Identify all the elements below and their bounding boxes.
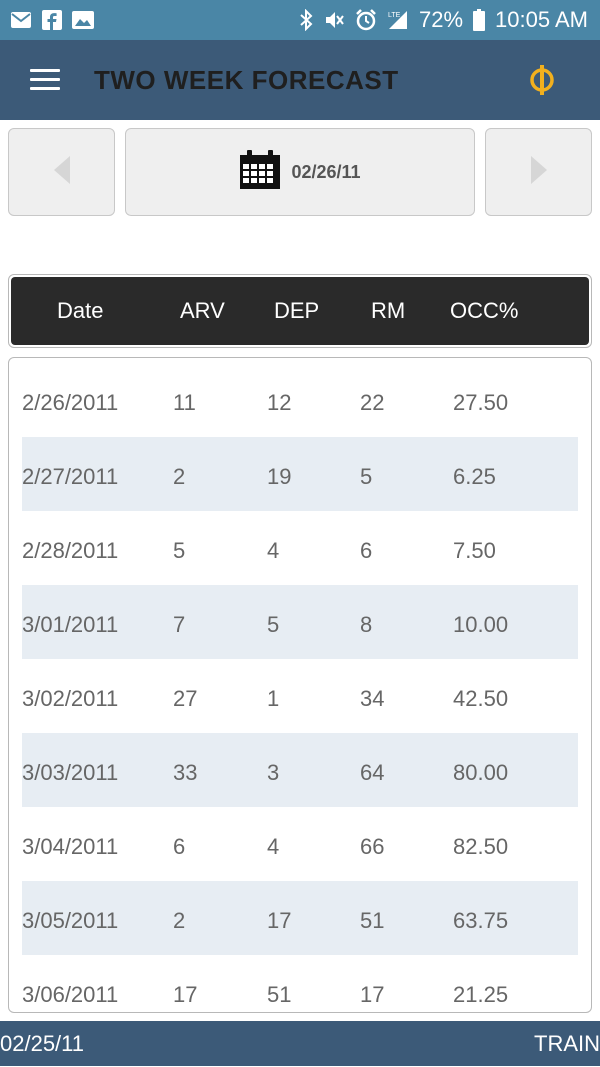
next-date-button[interactable] — [485, 128, 592, 216]
cell-rm: 51 — [360, 908, 385, 933]
column-header-date: Date — [57, 298, 104, 323]
cell-rm: 34 — [360, 686, 385, 711]
mail-icon — [10, 11, 32, 29]
cell-rm: 8 — [360, 612, 373, 637]
svg-text:LTE: LTE — [388, 12, 401, 19]
cell-arv: 11 — [173, 390, 196, 415]
footer-bar: 02/25/11 TRAIN — [0, 1021, 600, 1066]
cell-occ: 80.00 — [453, 760, 509, 785]
table-row[interactable]: 3/05/2011 2 17 51 63.75 — [22, 881, 578, 955]
cell-arv: 33 — [173, 760, 198, 785]
column-header-dep: DEP — [274, 298, 320, 323]
business-date: 02/25/11 — [0, 1031, 85, 1056]
cell-arv: 7 — [173, 612, 186, 637]
bluetooth-icon — [299, 9, 313, 31]
calendar-icon — [239, 149, 281, 195]
cell-dep: 3 — [267, 760, 280, 785]
cell-arv: 6 — [173, 834, 186, 859]
cell-rm: 6 — [360, 538, 373, 563]
cell-date: 2/27/2011 — [22, 464, 119, 489]
cell-occ: 63.75 — [453, 908, 509, 933]
table-row[interactable]: 3/04/2011 6 4 66 82.50 — [22, 807, 578, 881]
cell-arv: 2 — [173, 908, 186, 933]
status-bar: LTE 72% 10:05 AM — [0, 0, 600, 40]
cell-rm: 22 — [360, 390, 385, 415]
cell-dep: 19 — [267, 464, 292, 489]
lte-signal-icon: LTE — [387, 9, 409, 31]
battery-icon — [473, 9, 486, 31]
image-icon — [72, 11, 94, 29]
cell-date: 2/26/2011 — [22, 390, 119, 415]
table-row[interactable]: 2/26/2011 11 12 22 27.50 — [22, 363, 578, 437]
mute-icon — [323, 9, 345, 31]
date-picker-button[interactable]: 02/26/11 — [125, 128, 475, 216]
column-header-occ: OCC% — [450, 298, 519, 323]
table-row[interactable]: 2/28/2011 5 4 6 7.50 — [22, 511, 578, 585]
battery-percent: 72% — [419, 7, 464, 32]
cell-date: 3/06/2011 — [22, 982, 119, 1007]
table-row[interactable]: 2/27/2011 2 19 5 6.25 — [22, 437, 578, 511]
alarm-icon — [355, 9, 377, 31]
cell-rm: 5 — [360, 464, 373, 489]
table-row[interactable]: 3/02/2011 27 1 34 42.50 — [22, 659, 578, 733]
table-row[interactable]: 3/03/2011 33 3 64 80.00 — [22, 733, 578, 807]
app-bar: TWO WEEK FORECAST — [0, 40, 600, 120]
cell-dep: 1 — [267, 686, 280, 711]
cell-occ: 7.50 — [453, 538, 496, 563]
cell-date: 3/04/2011 — [22, 834, 119, 859]
cell-arv: 2 — [173, 464, 186, 489]
clock: 10:05 AM — [495, 7, 588, 32]
selected-date: 02/26/11 — [291, 161, 361, 182]
cell-occ: 10.00 — [453, 612, 509, 637]
cell-date: 2/28/2011 — [22, 538, 119, 563]
page-title: TWO WEEK FORECAST — [94, 64, 399, 95]
forecast-table[interactable]: 2/26/2011 11 12 22 27.50 2/27/2011 2 19 … — [8, 357, 592, 1013]
cell-dep: 4 — [267, 834, 280, 859]
cell-date: 3/03/2011 — [22, 760, 119, 785]
column-header-rm: RM — [371, 298, 406, 323]
status-bar-system: LTE 72% 10:05 AM — [299, 7, 588, 33]
cell-occ: 42.50 — [453, 686, 509, 711]
table-header: Date ARV DEP RM OCC% — [8, 274, 592, 348]
facebook-icon — [42, 10, 62, 30]
cell-arv: 5 — [173, 538, 186, 563]
column-header-arv: ARV — [180, 298, 225, 323]
cell-dep: 51 — [267, 982, 292, 1007]
table-row[interactable]: 3/01/2011 7 5 8 10.00 — [22, 585, 578, 659]
cell-arv: 27 — [173, 686, 198, 711]
hamburger-menu-icon[interactable] — [30, 65, 64, 95]
cell-date: 3/01/2011 — [22, 612, 119, 637]
cell-date: 3/05/2011 — [22, 908, 119, 933]
cell-occ: 21.25 — [453, 982, 509, 1007]
cell-rm: 64 — [360, 760, 385, 785]
cell-date: 3/02/2011 — [22, 686, 119, 711]
triangle-left-icon — [53, 155, 71, 190]
cell-dep: 5 — [267, 612, 280, 637]
cell-occ: 6.25 — [453, 464, 496, 489]
cell-rm: 17 — [360, 982, 385, 1007]
cell-dep: 12 — [267, 390, 292, 415]
cell-dep: 17 — [267, 908, 292, 933]
cell-arv: 17 — [173, 982, 198, 1007]
previous-date-button[interactable] — [8, 128, 115, 216]
status-bar-notifications — [10, 10, 94, 30]
mode-indicator: TRAIN — [534, 1031, 600, 1056]
cell-occ: 82.50 — [453, 834, 509, 859]
table-header-bar: Date ARV DEP RM OCC% — [11, 277, 589, 345]
phi-logo-icon[interactable] — [528, 64, 556, 101]
triangle-right-icon — [530, 155, 548, 190]
cell-occ: 27.50 — [453, 390, 509, 415]
table-row[interactable]: 3/06/2011 17 51 17 21.25 — [22, 955, 578, 1012]
cell-rm: 66 — [360, 834, 385, 859]
cell-dep: 4 — [267, 538, 280, 563]
